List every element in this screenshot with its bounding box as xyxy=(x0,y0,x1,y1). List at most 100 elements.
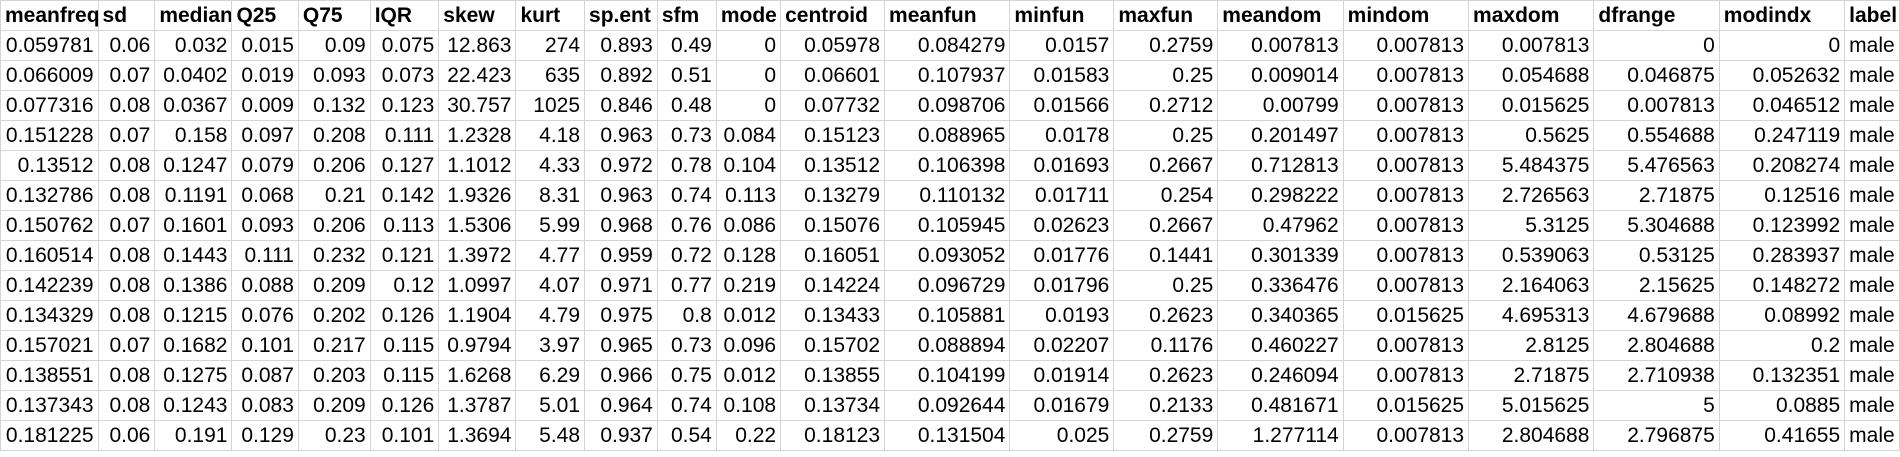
cell[interactable]: 0.964 xyxy=(584,390,658,421)
cell[interactable]: 1.3694 xyxy=(438,420,517,451)
cell[interactable]: 0.203 xyxy=(297,360,371,391)
cell[interactable]: 4.679688 xyxy=(1593,300,1720,331)
cell[interactable]: 0.2623 xyxy=(1113,360,1219,391)
cell[interactable]: 0.108 xyxy=(715,390,782,421)
cell[interactable]: 0.111 xyxy=(369,120,440,151)
cell[interactable]: 0.965 xyxy=(584,330,658,361)
cell[interactable]: 0.1386 xyxy=(154,270,233,301)
cell[interactable]: 0.0402 xyxy=(154,60,233,91)
cell[interactable]: 0.131504 xyxy=(884,420,1011,451)
cell[interactable]: 0.088 xyxy=(231,270,299,301)
cell[interactable]: 2.804688 xyxy=(1593,330,1720,361)
cell[interactable]: 0.076 xyxy=(231,300,299,331)
cell[interactable]: 0.104 xyxy=(715,150,782,181)
cell[interactable]: 2.710938 xyxy=(1593,360,1720,391)
cell[interactable]: 0.126 xyxy=(369,390,440,421)
cell[interactable]: 0.092644 xyxy=(884,390,1011,421)
cell[interactable]: 8.31 xyxy=(515,180,586,211)
cell[interactable]: 0.132 xyxy=(297,90,371,121)
cell[interactable]: 0.08 xyxy=(97,240,156,271)
cell[interactable]: 0.009 xyxy=(231,90,299,121)
cell[interactable]: 0.968 xyxy=(584,210,658,241)
cell[interactable]: 0.846 xyxy=(584,90,658,121)
cell[interactable]: 0.15076 xyxy=(780,210,886,241)
column-header-skew[interactable]: skew xyxy=(438,0,517,31)
column-header-sfm[interactable]: sfm xyxy=(656,0,717,31)
cell[interactable]: 0.54 xyxy=(656,420,717,451)
cell[interactable]: 0.110132 xyxy=(884,180,1011,211)
cell[interactable]: 0.206 xyxy=(297,150,371,181)
cell[interactable]: 0.015625 xyxy=(1342,300,1470,331)
cell[interactable]: 0.07 xyxy=(97,120,156,151)
cell[interactable]: 0.113 xyxy=(715,180,782,211)
cell[interactable]: male xyxy=(1844,240,1900,271)
cell[interactable]: 1.5306 xyxy=(438,210,517,241)
cell[interactable]: 0.73 xyxy=(656,120,717,151)
cell[interactable]: 0.093 xyxy=(297,60,371,91)
cell[interactable]: 0.74 xyxy=(656,390,717,421)
cell[interactable]: 0.138551 xyxy=(0,360,99,391)
column-header-meanfreq[interactable]: meanfreq xyxy=(0,0,99,31)
column-header-modindx[interactable]: modindx xyxy=(1718,0,1846,31)
cell[interactable]: 0.007813 xyxy=(1217,30,1344,61)
cell[interactable]: 0.105881 xyxy=(884,300,1011,331)
cell[interactable]: 0.06 xyxy=(97,30,156,61)
cell[interactable]: 0.01679 xyxy=(1009,390,1115,421)
cell[interactable]: 0.1176 xyxy=(1113,330,1219,361)
cell[interactable]: 0.2712 xyxy=(1113,90,1219,121)
cell[interactable]: 5.48 xyxy=(515,420,586,451)
cell[interactable]: 1.6268 xyxy=(438,360,517,391)
cell[interactable]: 0.01711 xyxy=(1009,180,1115,211)
cell[interactable]: 5.484375 xyxy=(1468,150,1595,181)
cell[interactable]: 0.025 xyxy=(1009,420,1115,451)
cell[interactable]: 0.160514 xyxy=(0,240,99,271)
cell[interactable]: 0.2133 xyxy=(1113,390,1219,421)
cell[interactable]: 0.02207 xyxy=(1009,330,1115,361)
cell[interactable]: 0.712813 xyxy=(1217,150,1344,181)
cell[interactable]: 0.336476 xyxy=(1217,270,1344,301)
column-header-q75[interactable]: Q75 xyxy=(297,0,371,31)
cell[interactable]: male xyxy=(1844,300,1900,331)
cell[interactable]: 0.1243 xyxy=(154,390,233,421)
cell[interactable]: 0.128 xyxy=(715,240,782,271)
cell[interactable]: 0.068 xyxy=(231,180,299,211)
cell[interactable]: 0.015 xyxy=(231,30,299,61)
cell[interactable]: 0.0885 xyxy=(1718,390,1846,421)
cell[interactable]: 5 xyxy=(1593,390,1720,421)
cell[interactable]: 0 xyxy=(715,30,782,61)
cell[interactable]: 0.201497 xyxy=(1217,120,1344,151)
cell[interactable]: male xyxy=(1844,60,1900,91)
cell[interactable]: 0.007813 xyxy=(1342,270,1470,301)
cell[interactable]: 0.007813 xyxy=(1468,30,1595,61)
cell[interactable]: male xyxy=(1844,90,1900,121)
cell[interactable]: 0.007813 xyxy=(1342,330,1470,361)
cell[interactable]: 0.25 xyxy=(1113,270,1219,301)
cell[interactable]: 0.096 xyxy=(715,330,782,361)
cell[interactable]: 0.1682 xyxy=(154,330,233,361)
cell[interactable]: 0.539063 xyxy=(1468,240,1595,271)
cell[interactable]: 0 xyxy=(1718,30,1846,61)
cell[interactable]: 0.012 xyxy=(715,360,782,391)
cell[interactable]: 0.460227 xyxy=(1217,330,1344,361)
cell[interactable]: 2.8125 xyxy=(1468,330,1595,361)
cell[interactable]: 0.142239 xyxy=(0,270,99,301)
column-header-sd[interactable]: sd xyxy=(97,0,156,31)
cell[interactable]: 0.13279 xyxy=(780,180,886,211)
cell[interactable]: 0.007813 xyxy=(1342,90,1470,121)
cell[interactable]: 0.087 xyxy=(231,360,299,391)
cell[interactable]: 0.007813 xyxy=(1342,150,1470,181)
cell[interactable]: 0.208274 xyxy=(1718,150,1846,181)
cell[interactable]: 0.097 xyxy=(231,120,299,151)
cell[interactable]: 0.106398 xyxy=(884,150,1011,181)
cell[interactable]: 0.232 xyxy=(297,240,371,271)
cell[interactable]: 0.08992 xyxy=(1718,300,1846,331)
cell[interactable]: 0.08 xyxy=(97,180,156,211)
cell[interactable]: 4.07 xyxy=(515,270,586,301)
cell[interactable]: 0.254 xyxy=(1113,180,1219,211)
cell[interactable]: 0.937 xyxy=(584,420,658,451)
column-header-maxdom[interactable]: maxdom xyxy=(1468,0,1595,31)
cell[interactable]: 0.08 xyxy=(97,300,156,331)
column-header-kurt[interactable]: kurt xyxy=(515,0,586,31)
cell[interactable]: 0.975 xyxy=(584,300,658,331)
cell[interactable]: 0.1275 xyxy=(154,360,233,391)
